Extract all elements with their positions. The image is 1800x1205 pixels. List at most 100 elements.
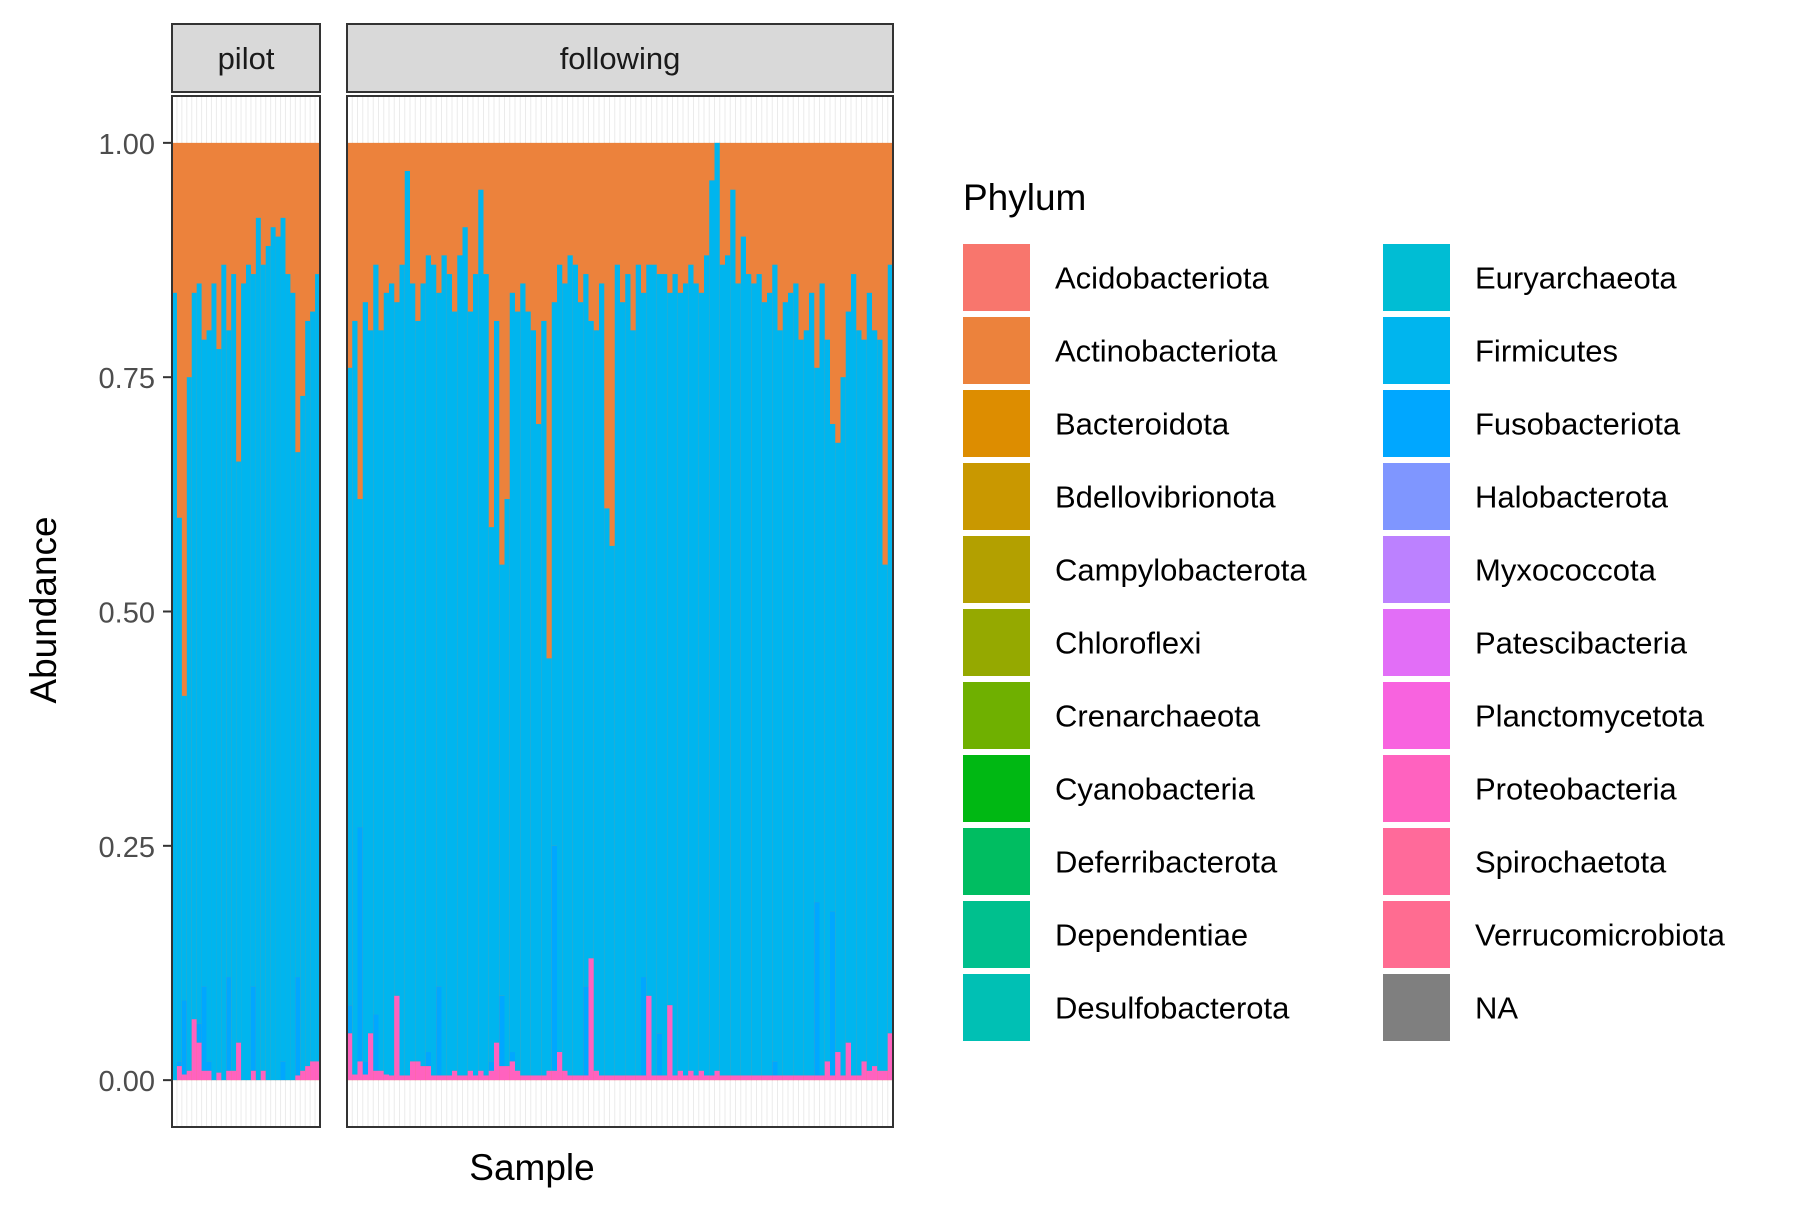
bar-segment-fusobacteriota <box>772 1061 778 1076</box>
bar-segment-firmicutes <box>452 311 458 1071</box>
bar-segment-firmicutes <box>373 264 379 1015</box>
sample-bar <box>478 142 484 1081</box>
legend-item: Patescibacteria <box>1383 609 1688 676</box>
bar-segment-firmicutes <box>221 264 227 1081</box>
sample-bar <box>856 142 862 1081</box>
legend-swatch <box>963 828 1030 895</box>
sample-bar <box>352 142 358 1081</box>
bar-segment-proteobacteria <box>693 1075 700 1081</box>
legend-label: Bacteroidota <box>1055 407 1230 442</box>
legend-item: Proteobacteria <box>1383 755 1677 822</box>
bar-segment-proteobacteria <box>798 1075 805 1081</box>
bar-segment-fusobacteriota <box>176 1061 183 1067</box>
sample-bar <box>683 142 689 1081</box>
bar-segment-firmicutes <box>551 302 558 846</box>
bar-segment-firmicutes <box>172 292 178 1081</box>
bar-segment-firmicutes <box>483 274 490 1076</box>
bar-segment-firmicutes <box>588 320 595 959</box>
bar-segment-firmicutes <box>270 227 276 1081</box>
sample-bar <box>196 142 202 1081</box>
bar-segment-proteobacteria <box>176 1066 183 1081</box>
bar-segment-firmicutes <box>866 292 873 1071</box>
sample-bar <box>246 142 252 1081</box>
sample-bar <box>509 142 516 1081</box>
bar-segment-proteobacteria <box>488 1070 495 1081</box>
bar-segment-firmicutes <box>305 320 311 1067</box>
sample-bar <box>255 142 262 1081</box>
legend-label: Proteobacteria <box>1475 772 1677 807</box>
bar-segment-proteobacteria <box>667 1005 673 1081</box>
bar-segment-firmicutes <box>851 274 857 1076</box>
bar-segment-fusobacteriota <box>196 1023 202 1043</box>
legend-label: Campylobacterota <box>1055 553 1307 588</box>
bar-segment-firmicutes <box>583 274 589 987</box>
legend-swatch <box>963 536 1030 603</box>
sample-bar <box>641 142 647 1081</box>
sample-bar <box>772 142 778 1081</box>
bar-segment-firmicutes <box>835 442 841 1053</box>
bar-segment-fusobacteriota <box>425 1052 432 1067</box>
bar-segment-firmicutes <box>782 302 789 1076</box>
bar-segment-proteobacteria <box>604 1075 610 1081</box>
sample-bar <box>357 142 364 1081</box>
bar-segment-firmicutes <box>641 292 647 978</box>
bar-segment-proteobacteria <box>452 1070 458 1081</box>
bar-segment-firmicutes <box>882 564 889 1071</box>
sample-bar <box>226 142 232 1081</box>
bar-segment-proteobacteria <box>840 1075 847 1081</box>
legend-item: Desulfobacterota <box>963 974 1290 1041</box>
legend-item: Bdellovibrionota <box>963 463 1276 530</box>
sample-bar <box>740 142 747 1081</box>
sample-bar <box>368 142 374 1081</box>
bar-segment-fusobacteriota <box>373 1014 379 1071</box>
sample-bar <box>172 142 178 1081</box>
bar-segment-proteobacteria <box>347 1033 353 1081</box>
sample-bar <box>446 142 453 1081</box>
sample-bar <box>399 142 406 1081</box>
legend-swatch <box>1383 901 1450 968</box>
bar-segment-firmicutes <box>777 330 784 1076</box>
bar-segment-firmicutes <box>255 217 262 1081</box>
bar-segment-proteobacteria <box>756 1075 763 1081</box>
legend-label: Myxococcota <box>1475 553 1657 588</box>
bar-segment-proteobacteria <box>782 1075 789 1081</box>
legend-item: Chloroflexi <box>963 609 1201 676</box>
sample-bar <box>530 142 537 1081</box>
bar-segment-proteobacteria <box>593 1070 600 1081</box>
sample-bar <box>557 142 563 1081</box>
bar-segment-firmicutes <box>201 339 207 987</box>
bar-segment-proteobacteria <box>672 1075 679 1081</box>
legend-label: Firmicutes <box>1475 334 1618 369</box>
legend-item: Myxococcota <box>1383 536 1657 603</box>
bar-segment-firmicutes <box>683 283 689 1076</box>
legend-item: Bacteroidota <box>963 390 1230 457</box>
legend-swatch <box>1383 390 1450 457</box>
bar-segment-proteobacteria <box>546 1070 553 1081</box>
sample-bar <box>290 142 296 1081</box>
sample-bar <box>625 142 631 1081</box>
sample-bar <box>798 142 805 1081</box>
bar-segment-proteobacteria <box>861 1061 868 1081</box>
bar-segment-firmicutes <box>241 283 247 1081</box>
bar-segment-fusobacteriota <box>509 1052 516 1062</box>
bar-segment-firmicutes <box>300 395 306 1071</box>
sample-bar <box>719 142 726 1081</box>
sample-bar <box>840 142 847 1081</box>
bar-segment-firmicutes <box>394 302 400 996</box>
sample-bar <box>241 142 247 1081</box>
sample-bar <box>767 142 773 1081</box>
sample-bar <box>315 142 321 1081</box>
sample-bar <box>704 142 710 1081</box>
bar-segment-proteobacteria <box>683 1075 689 1081</box>
sample-bar <box>181 142 188 1081</box>
bar-segment-fusobacteriota <box>206 1061 212 1071</box>
legend-swatch <box>963 682 1030 749</box>
sample-bar <box>819 142 826 1081</box>
sample-bar <box>698 142 705 1081</box>
bar-segment-fusobacteriota <box>551 845 558 1071</box>
legend-swatch <box>963 974 1030 1041</box>
bar-segment-proteobacteria <box>814 1075 820 1081</box>
facet-panel-following: following <box>346 23 894 1128</box>
bar-segment-firmicutes <box>441 255 448 1076</box>
bar-segment-firmicutes <box>467 311 474 1071</box>
